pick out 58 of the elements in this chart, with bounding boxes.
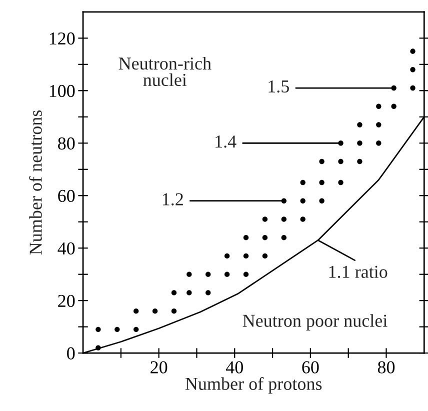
point bbox=[262, 234, 268, 240]
point bbox=[224, 272, 230, 277]
point bbox=[262, 253, 268, 259]
point bbox=[133, 326, 139, 332]
annotation: Neutron-rich nuclei bbox=[118, 56, 212, 86]
point bbox=[376, 104, 382, 109]
point bbox=[243, 272, 249, 277]
point bbox=[319, 158, 324, 164]
point bbox=[281, 234, 287, 240]
point bbox=[206, 272, 211, 277]
point bbox=[206, 290, 211, 296]
x-tick-label: 20 bbox=[150, 361, 168, 374]
point bbox=[114, 326, 120, 332]
point bbox=[357, 158, 362, 164]
point bbox=[281, 216, 287, 222]
point bbox=[243, 234, 249, 240]
point bbox=[357, 122, 362, 128]
point bbox=[243, 253, 249, 259]
annotation: 1.1 ratio bbox=[329, 266, 388, 278]
point bbox=[171, 290, 177, 296]
x-tick-label: 40 bbox=[226, 361, 243, 374]
annotation: 1.4 bbox=[216, 136, 236, 148]
point bbox=[410, 48, 416, 54]
point bbox=[171, 308, 177, 314]
y-tick-label: 80 bbox=[58, 137, 75, 150]
y-tick-label: 20 bbox=[58, 294, 75, 308]
y-tick-label: 40 bbox=[58, 242, 75, 255]
point bbox=[319, 180, 324, 186]
point bbox=[133, 308, 139, 314]
annotation: 1.2 bbox=[162, 193, 183, 206]
point bbox=[300, 180, 306, 186]
point bbox=[262, 216, 268, 222]
annotation: Neutron poor nuclei bbox=[242, 314, 388, 331]
point bbox=[338, 158, 344, 164]
point bbox=[410, 85, 416, 91]
point bbox=[391, 104, 396, 109]
y-tick-label: 100 bbox=[50, 84, 75, 98]
y-axis-title: Number of neutrons bbox=[28, 110, 42, 255]
point bbox=[186, 290, 192, 296]
y-tick-label: 60 bbox=[58, 190, 75, 202]
point bbox=[319, 198, 324, 204]
point bbox=[300, 216, 306, 222]
point bbox=[224, 253, 230, 259]
point bbox=[186, 272, 192, 277]
x-axis-title: Number of protons bbox=[185, 377, 322, 394]
point bbox=[300, 198, 306, 204]
point bbox=[376, 122, 382, 128]
x-tick-label: 60 bbox=[302, 361, 319, 374]
point bbox=[96, 326, 101, 332]
y-tick-label: 0 bbox=[67, 347, 75, 360]
y-tick-label: 120 bbox=[50, 32, 75, 45]
x-tick-label: 80 bbox=[378, 361, 395, 374]
point bbox=[376, 140, 382, 146]
point bbox=[338, 180, 344, 186]
point bbox=[152, 308, 158, 314]
point bbox=[357, 140, 362, 146]
annotation: 1.5 bbox=[268, 80, 289, 93]
point bbox=[410, 67, 416, 72]
